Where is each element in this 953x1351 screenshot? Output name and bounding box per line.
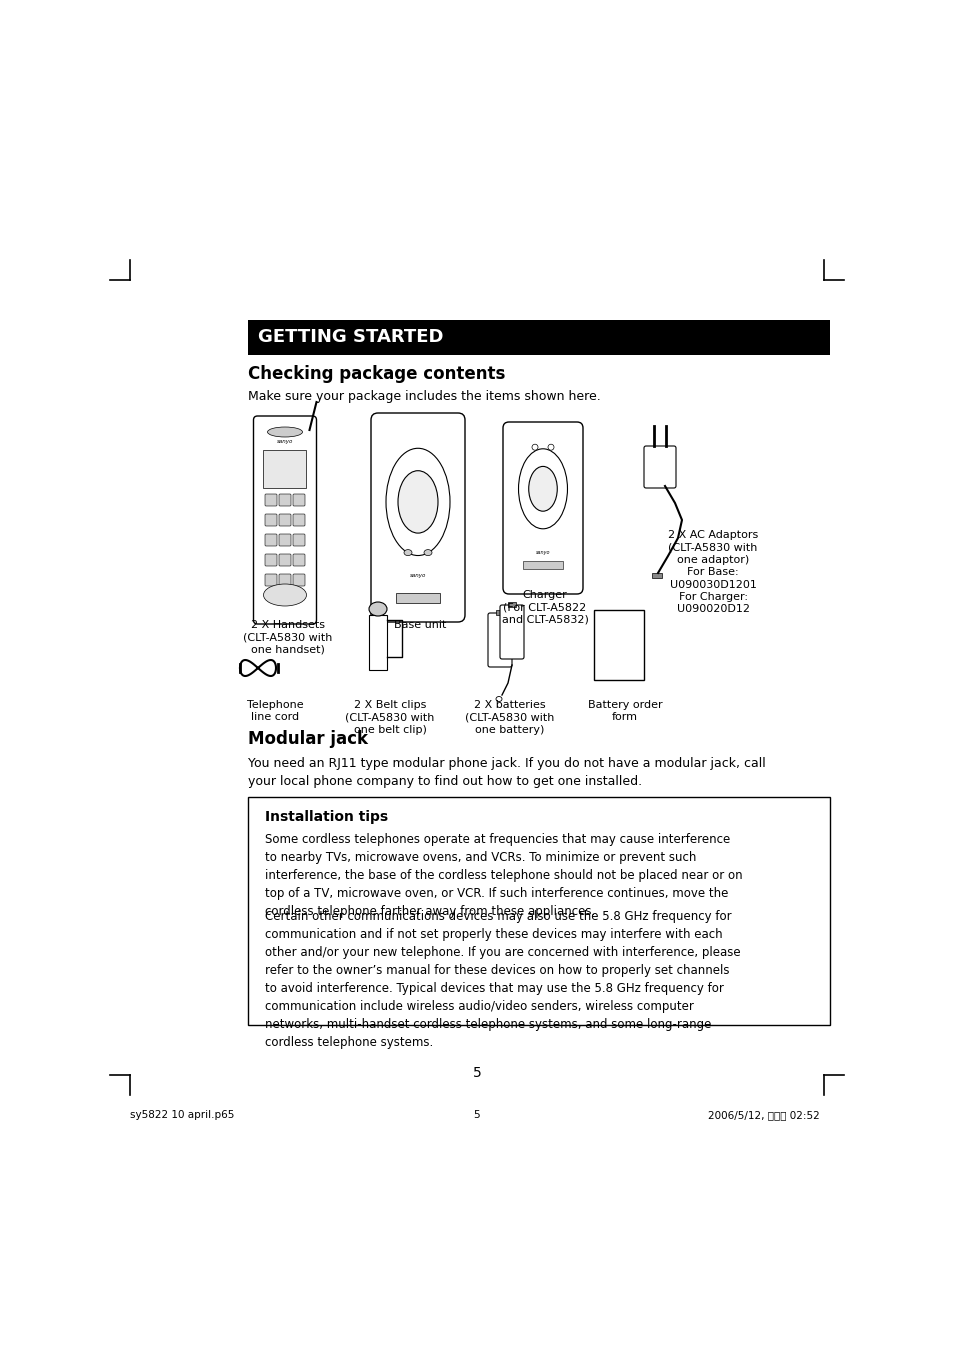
FancyBboxPatch shape [643,446,676,488]
Ellipse shape [397,470,437,534]
Bar [496,611,503,615]
FancyBboxPatch shape [278,554,291,566]
Ellipse shape [403,550,412,555]
Text: sanyo: sanyo [276,439,293,444]
Bar [507,603,516,607]
Ellipse shape [386,449,450,555]
Ellipse shape [547,444,554,450]
FancyBboxPatch shape [293,494,305,507]
Text: 2006/5/12, イウエ 02:52: 2006/5/12, イウエ 02:52 [707,1111,820,1120]
Bar [651,573,661,578]
FancyBboxPatch shape [488,613,512,667]
Ellipse shape [369,603,387,616]
FancyBboxPatch shape [253,416,316,624]
Text: Checking package contents: Checking package contents [248,365,505,382]
Text: sy5822 10 april.p65: sy5822 10 april.p65 [130,1111,234,1120]
Bar [369,615,387,670]
FancyBboxPatch shape [371,413,464,621]
Text: Battery order
form: Battery order form [587,700,661,723]
Bar [395,593,439,603]
Bar [248,797,829,1025]
FancyBboxPatch shape [499,605,523,659]
FancyBboxPatch shape [278,574,291,586]
FancyBboxPatch shape [265,494,276,507]
Text: GETTING STARTED: GETTING STARTED [257,328,443,346]
Text: Make sure your package includes the items shown here.: Make sure your package includes the item… [248,390,600,403]
FancyBboxPatch shape [293,534,305,546]
FancyBboxPatch shape [502,422,582,594]
Text: 2 X Handsets
(CLT-A5830 with
one handset): 2 X Handsets (CLT-A5830 with one handset… [243,620,333,655]
FancyBboxPatch shape [265,574,276,586]
FancyBboxPatch shape [265,534,276,546]
FancyBboxPatch shape [265,554,276,566]
Text: 2 X batteries
(CLT-A5830 with
one battery): 2 X batteries (CLT-A5830 with one batter… [465,700,554,735]
Bar [263,450,306,488]
Text: Modular jack: Modular jack [248,730,368,748]
Ellipse shape [528,466,557,511]
Text: Base unit: Base unit [394,620,446,630]
Ellipse shape [263,584,306,607]
Bar [594,611,643,680]
Text: 5: 5 [472,1066,481,1079]
Ellipse shape [267,427,302,436]
FancyBboxPatch shape [293,554,305,566]
FancyBboxPatch shape [278,534,291,546]
FancyBboxPatch shape [278,494,291,507]
FancyBboxPatch shape [265,513,276,526]
Ellipse shape [496,697,501,701]
Ellipse shape [423,550,432,555]
Text: sanyo: sanyo [536,550,550,555]
FancyBboxPatch shape [293,574,305,586]
Text: Charger
(For CLT-A5822
and CLT-A5832): Charger (For CLT-A5822 and CLT-A5832) [501,590,588,624]
Text: Installation tips: Installation tips [265,811,388,824]
Text: 2 X Belt clips
(CLT-A5830 with
one belt clip): 2 X Belt clips (CLT-A5830 with one belt … [345,700,435,735]
Text: 5: 5 [474,1111,479,1120]
Text: Certain other communications devices may also use the 5.8 GHz frequency for
comm: Certain other communications devices may… [265,911,740,1048]
FancyBboxPatch shape [293,513,305,526]
Text: sanyo: sanyo [410,574,426,578]
Bar [248,320,829,355]
Text: 2 X AC Adaptors
(CLT-A5830 with
one adaptor)
For Base:
U090030D1201
For Charger:: 2 X AC Adaptors (CLT-A5830 with one adap… [667,530,758,615]
FancyBboxPatch shape [278,513,291,526]
Bar [522,561,562,569]
Ellipse shape [532,444,537,450]
Text: You need an RJ11 type modular phone jack. If you do not have a modular jack, cal: You need an RJ11 type modular phone jack… [248,757,765,788]
Text: Telephone
line cord: Telephone line cord [247,700,303,723]
Text: Some cordless telephones operate at frequencies that may cause interference
to n: Some cordless telephones operate at freq… [265,834,741,917]
Ellipse shape [518,449,567,528]
